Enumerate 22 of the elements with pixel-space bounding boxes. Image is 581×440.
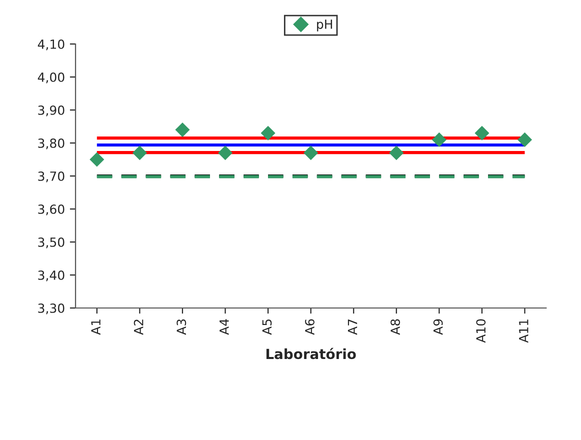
x-tick-label: A2	[134, 320, 144, 335]
x-tick-label: A8	[390, 319, 400, 335]
x-tick-label: A3	[176, 319, 186, 335]
x-tick-label: A7	[348, 319, 358, 335]
y-tick-label: 4,00	[38, 72, 64, 84]
x-tick-label: A4	[220, 319, 229, 335]
y-tick-label: 3,30	[38, 303, 64, 314]
x-tick-label: A10	[476, 319, 486, 343]
y-tick-label: 4,10	[38, 39, 64, 50]
y-tick-label: 3,70	[38, 171, 64, 182]
legend-label: pH	[317, 20, 332, 32]
y-tick-label: 3,60	[38, 204, 64, 216]
y-tick-label: 3,80	[38, 138, 64, 150]
x-tick-label: A6	[305, 319, 314, 335]
x-tick-label: A1	[91, 320, 100, 335]
x-axis-title: Laboratório	[266, 348, 356, 360]
y-tick-label: 3,40	[38, 270, 64, 282]
x-tick-label: A9	[433, 319, 443, 335]
x-tick-label: A5	[262, 320, 272, 335]
y-tick-label: 3,90	[38, 105, 64, 116]
x-tick-label: A11	[519, 320, 528, 343]
y-tick-label: 3,50	[38, 237, 64, 248]
